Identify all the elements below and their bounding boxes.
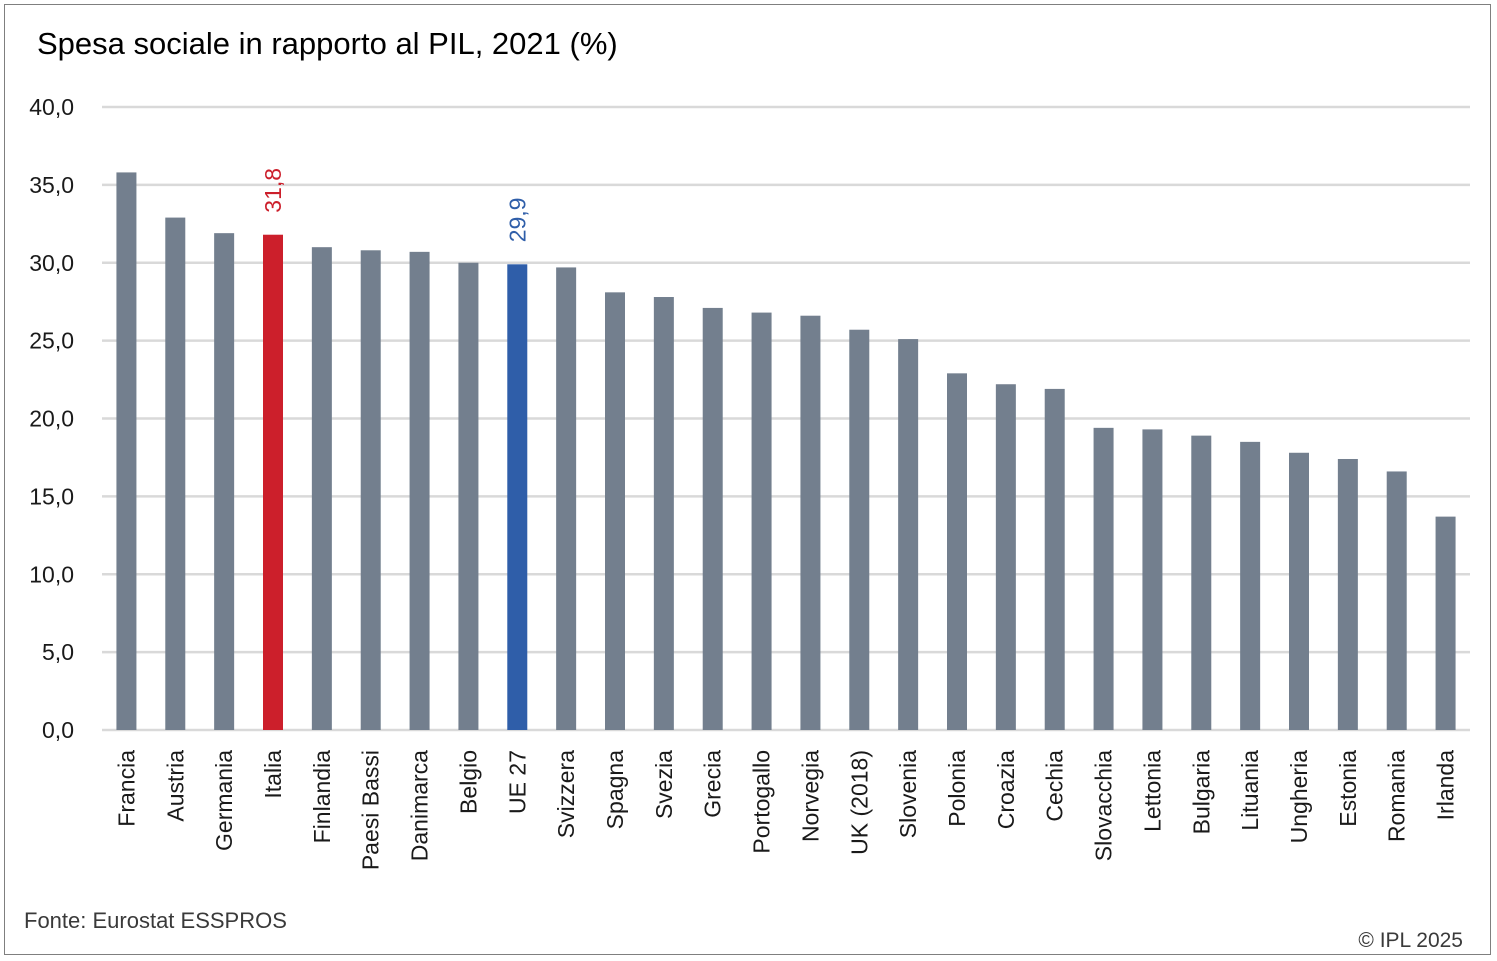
x-tick-label: Finlandia [309,750,335,844]
bar-portogallo [752,313,772,730]
x-tick-label: Svizzera [553,750,579,838]
x-tick-label: Slovacchia [1091,750,1117,861]
x-tick-label: Danimarca [407,750,433,861]
bar-italia [263,235,283,730]
bar-danimarca [410,252,430,730]
data-label: 29,9 [504,198,530,243]
bar-grecia [703,308,723,730]
x-tick-label: Romania [1384,750,1410,842]
x-tick-label: Svezia [651,750,677,819]
bar-francia [116,172,136,730]
x-tick-label: Lituania [1237,750,1263,831]
y-tick-label: 5,0 [42,639,74,665]
y-tick-label: 20,0 [29,406,74,432]
x-tick-label: Slovenia [895,750,921,838]
bar-irlanda [1436,517,1456,730]
y-tick-label: 30,0 [29,250,74,276]
y-tick-label: 40,0 [29,94,74,120]
x-tick-label: UK (2018) [846,750,872,855]
bar-bulgaria [1191,436,1211,730]
bar-germania [214,233,234,730]
bar-cechia [1045,389,1065,730]
x-tick-label: Grecia [700,750,726,818]
bar-belgio [458,263,478,730]
bar-ungheria [1289,453,1309,730]
bar-slovenia [898,339,918,730]
x-tick-label: Francia [113,750,139,827]
x-tick-label: Germania [211,750,237,851]
x-tick-label: Belgio [455,750,481,814]
x-tick-label: Irlanda [1433,750,1459,821]
x-tick-label: Polonia [944,750,970,827]
x-tick-label: Portogallo [749,750,775,854]
x-tick-label: Croazia [993,750,1019,829]
y-tick-label: 0,0 [42,717,74,743]
bar-ue-27 [507,264,527,730]
y-tick-label: 25,0 [29,328,74,354]
x-tick-label: Austria [162,750,188,822]
bar-lituania [1240,442,1260,730]
y-tick-label: 15,0 [29,483,74,509]
bar-svizzera [556,267,576,730]
x-tick-label: Norvegia [797,750,823,842]
bar-polonia [947,373,967,730]
bar-spagna [605,292,625,730]
bar-romania [1387,471,1407,730]
x-tick-label: Italia [260,750,286,799]
x-tick-label: Estonia [1335,750,1361,827]
x-tick-label: Paesi Bassi [358,750,384,870]
bar-finlandia [312,247,332,730]
copyright-note: © IPL 2025 [1358,929,1463,953]
y-tick-label: 35,0 [29,172,74,198]
x-tick-label: Lettonia [1139,750,1165,832]
bar-chart: 0,0 5,0 10,0 15,0 20,0 25,0 30,0 35,0 40,0 Franci… [0,0,1497,961]
data-label: 31,8 [260,168,286,213]
x-tick-label: UE 27 [504,750,530,814]
bar-slovacchia [1094,428,1114,730]
x-tick-label: Bulgaria [1188,750,1214,835]
x-tick-label: Ungheria [1286,750,1312,844]
source-note: Fonte: Eurostat ESSPROS [24,908,287,934]
bar-svezia [654,297,674,730]
bar-austria [165,218,185,730]
bar-lettonia [1142,429,1162,730]
bar-uk-2018- [849,330,869,730]
y-tick-label: 10,0 [29,561,74,587]
bar-estonia [1338,459,1358,730]
bar-norvegia [800,316,820,730]
bar-croazia [996,384,1016,730]
bar-paesi-bassi [361,250,381,730]
x-tick-label: Cechia [1042,750,1068,822]
x-tick-label: Spagna [602,750,628,830]
